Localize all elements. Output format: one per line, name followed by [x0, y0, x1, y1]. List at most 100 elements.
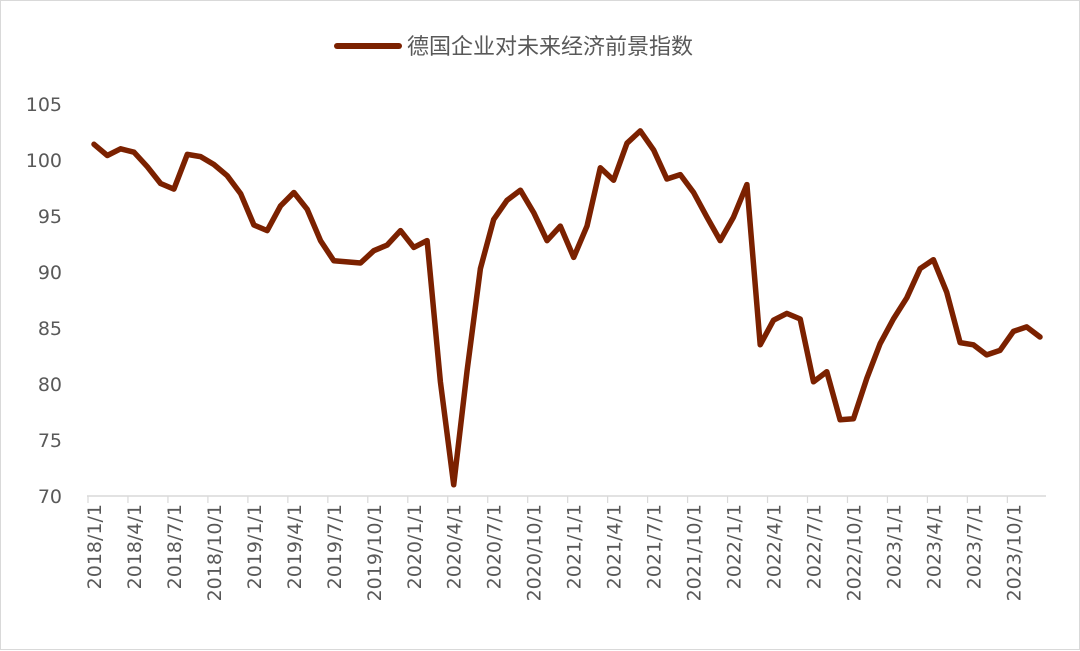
- data-point: [278, 203, 283, 208]
- data-point: [998, 348, 1003, 353]
- data-point: [664, 177, 669, 182]
- data-point: [145, 164, 150, 169]
- x-tick-label: 2020/7/1: [484, 504, 506, 589]
- data-point: [465, 368, 470, 373]
- data-point: [518, 188, 523, 193]
- data-point: [944, 290, 949, 295]
- y-tick-label: 100: [26, 150, 62, 172]
- data-point: [158, 181, 163, 186]
- data-point: [1024, 324, 1029, 329]
- data-point: [838, 417, 843, 422]
- data-point: [132, 150, 137, 155]
- data-point: [491, 217, 496, 222]
- x-tick-label: 2021/7/1: [644, 504, 666, 589]
- data-point: [478, 266, 483, 271]
- data-point: [398, 228, 403, 233]
- data-point: [385, 243, 390, 248]
- data-point: [371, 248, 376, 253]
- data-point: [731, 215, 736, 220]
- y-tick-label: 85: [38, 318, 62, 340]
- y-tick-label: 80: [38, 374, 62, 396]
- data-point: [425, 238, 430, 243]
- x-tick-label: 2022/1/1: [724, 504, 746, 589]
- x-tick-label: 2019/1/1: [244, 504, 266, 589]
- data-point: [305, 207, 310, 212]
- y-tick-label: 95: [38, 206, 62, 228]
- data-point: [571, 255, 576, 260]
- data-point: [265, 228, 270, 233]
- data-point: [811, 379, 816, 384]
- data-point: [318, 238, 323, 243]
- x-tick-label: 2020/1/1: [404, 504, 426, 589]
- data-point: [771, 318, 776, 323]
- data-point: [1011, 329, 1016, 334]
- data-point: [105, 153, 110, 158]
- data-point: [625, 141, 630, 146]
- y-tick-label: 105: [26, 94, 62, 116]
- series-line: [91, 128, 1043, 488]
- x-axis: 2018/1/1 2018/4/1 2018/7/1 2018/10/1 2019/1/…: [84, 495, 1046, 601]
- data-point: [171, 187, 176, 192]
- x-tick-label: 2018/1/1: [84, 504, 106, 589]
- data-point: [798, 317, 803, 322]
- data-point: [878, 341, 883, 346]
- y-tick-label: 70: [38, 486, 62, 508]
- y-tick-label: 90: [38, 262, 62, 284]
- data-point: [558, 224, 563, 229]
- x-tick-label: 2020/4/1: [444, 504, 466, 589]
- legend: 德国企业对未来经济前景指数: [334, 35, 693, 60]
- data-point: [638, 128, 643, 133]
- x-tick-label: 2018/7/1: [164, 504, 186, 589]
- data-point: [545, 238, 550, 243]
- x-tick-label: 2023/1/1: [883, 504, 905, 589]
- data-point: [411, 245, 416, 250]
- data-point: [225, 173, 230, 178]
- x-tick-label: 2019/7/1: [324, 504, 346, 589]
- x-tick-label: 2020/10/1: [524, 504, 546, 601]
- data-point: [931, 257, 936, 262]
- data-point: [611, 178, 616, 183]
- data-point: [891, 317, 896, 322]
- data-point: [185, 152, 190, 157]
- data-point: [984, 352, 989, 357]
- x-tick-label: 2019/4/1: [284, 504, 306, 589]
- data-point: [1038, 335, 1043, 340]
- data-point: [345, 259, 350, 264]
- legend-label: 德国企业对未来经济前景指数: [407, 35, 693, 60]
- data-point: [598, 165, 603, 170]
- data-point: [238, 191, 243, 196]
- data-point: [505, 198, 510, 203]
- data-point: [918, 266, 923, 271]
- data-point: [851, 416, 856, 421]
- data-point: [438, 379, 443, 384]
- data-point: [251, 223, 256, 228]
- data-point: [531, 210, 536, 215]
- data-point: [651, 147, 656, 152]
- data-point: [211, 162, 216, 167]
- data-point: [864, 376, 869, 381]
- data-point: [704, 215, 709, 220]
- x-tick-label: 2021/10/1: [684, 504, 706, 601]
- x-tick-label: 2023/10/1: [1003, 504, 1025, 601]
- data-point: [691, 190, 696, 195]
- y-axis: 70 75 80 85 90 95 100 105: [26, 94, 62, 508]
- data-point: [971, 342, 976, 347]
- data-point: [904, 295, 909, 300]
- x-tick-label: 2022/10/1: [843, 504, 865, 601]
- data-point: [198, 154, 203, 159]
- x-tick-label: 2022/7/1: [803, 504, 825, 589]
- x-tick-label: 2018/4/1: [124, 504, 146, 589]
- data-point: [358, 261, 363, 266]
- data-point: [331, 258, 336, 263]
- data-point: [678, 172, 683, 177]
- data-point: [824, 369, 829, 374]
- x-tick-label: 2021/4/1: [604, 504, 626, 589]
- data-point: [718, 238, 723, 243]
- data-point: [118, 146, 123, 151]
- data-point: [585, 224, 590, 229]
- data-point: [958, 340, 963, 345]
- data-point: [92, 142, 97, 147]
- x-tick-label: 2023/7/1: [963, 504, 985, 589]
